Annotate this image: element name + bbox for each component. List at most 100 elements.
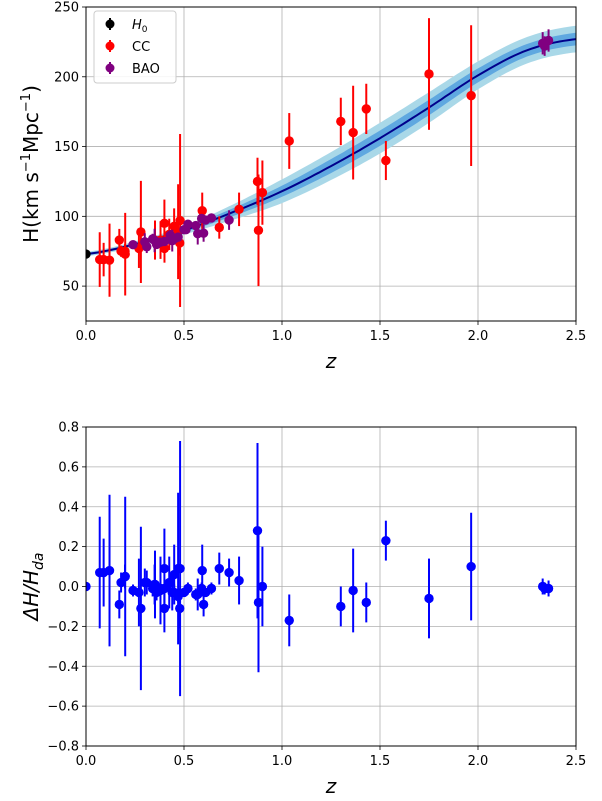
data-point xyxy=(234,192,244,227)
marker xyxy=(206,213,217,223)
legend-label: H0 xyxy=(132,18,148,35)
axes-frame xyxy=(85,426,577,747)
marker xyxy=(206,583,217,594)
legend: H0 CC BAO xyxy=(93,10,177,84)
data-point xyxy=(466,25,476,166)
data-point xyxy=(159,236,170,247)
data-point xyxy=(86,581,91,592)
top-panel: 0.0 0.5 1.0 1.5 2.0 2.5 50 100 150 200 250 z H(km s−… xyxy=(19,1,586,374)
y-tick-label: 50 xyxy=(62,280,79,295)
legend-box xyxy=(93,10,177,84)
marker xyxy=(104,255,115,265)
data-point xyxy=(543,29,554,52)
marker xyxy=(136,227,146,237)
x-tick-label: 1.5 xyxy=(370,754,391,769)
y-axis-label: ΔH/Hda xyxy=(19,553,47,623)
y-tick-label: −0.6 xyxy=(47,700,79,715)
marker xyxy=(173,232,183,242)
data-point xyxy=(206,213,217,223)
y-tick-label: 100 xyxy=(54,210,79,225)
marker xyxy=(159,563,170,574)
data-point xyxy=(424,18,434,130)
data-point xyxy=(234,556,244,605)
y-tick-label: 0.8 xyxy=(58,421,79,436)
x-tick-label: 1.0 xyxy=(272,329,293,344)
data-point xyxy=(381,140,391,181)
y-tick-label: −0.4 xyxy=(47,660,79,675)
x-tick-label: 0.0 xyxy=(76,329,97,344)
data-point xyxy=(336,97,346,146)
y-tick-label: 200 xyxy=(54,70,79,85)
marker xyxy=(257,581,268,592)
y-tick-label: 150 xyxy=(54,140,79,155)
marker xyxy=(224,567,234,578)
marker xyxy=(543,35,554,46)
marker xyxy=(224,215,234,225)
x-tick-label: 2.0 xyxy=(468,329,489,344)
marker xyxy=(361,597,371,608)
marker xyxy=(183,583,193,594)
marker xyxy=(336,601,346,612)
marker xyxy=(253,225,264,235)
data-point xyxy=(224,558,234,587)
marker xyxy=(128,239,138,250)
data-point xyxy=(136,526,146,691)
x-tick-label: 0.5 xyxy=(174,329,195,344)
legend-label: CC xyxy=(132,40,150,55)
marker xyxy=(183,219,193,229)
marker xyxy=(159,236,170,247)
data-point xyxy=(136,180,146,284)
x-tick-label: 1.0 xyxy=(272,754,293,769)
data-point xyxy=(284,113,294,169)
data-point xyxy=(381,520,391,561)
marker xyxy=(336,116,346,127)
marker xyxy=(114,599,125,610)
data-point xyxy=(206,582,217,595)
legend-item: BAO xyxy=(105,62,160,77)
x-tick-label: 0.5 xyxy=(174,754,195,769)
legend-marker xyxy=(105,19,115,29)
marker xyxy=(424,593,434,604)
data-point xyxy=(284,594,294,647)
legend-item: H0 xyxy=(105,18,148,35)
data-point xyxy=(114,590,125,619)
data-point xyxy=(348,85,358,180)
x-tick-label: 2.5 xyxy=(566,754,587,769)
data-point xyxy=(253,532,264,673)
data-point xyxy=(424,558,434,639)
marker xyxy=(348,585,358,596)
data-point xyxy=(183,219,193,229)
marker xyxy=(120,571,130,582)
data-point xyxy=(466,512,476,621)
data-point xyxy=(543,580,554,597)
marker xyxy=(348,127,358,138)
data-point xyxy=(183,582,193,595)
data-point xyxy=(197,544,207,597)
marker xyxy=(198,599,209,610)
data-point xyxy=(336,586,346,627)
marker xyxy=(86,581,91,592)
marker xyxy=(86,249,91,259)
data-point xyxy=(198,224,209,242)
y-axis-label: H(km s−1Mpc−1) xyxy=(19,85,43,243)
legend-marker xyxy=(105,63,115,73)
marker xyxy=(466,90,476,101)
marker xyxy=(104,565,115,576)
legend-label: BAO xyxy=(132,62,160,77)
data-point xyxy=(173,232,183,242)
model-band-2sigma xyxy=(86,25,576,257)
marker xyxy=(142,577,152,588)
data-point xyxy=(361,83,371,134)
marker xyxy=(381,535,391,546)
legend-item: CC xyxy=(105,40,150,55)
y-tick-label: −0.8 xyxy=(47,740,79,755)
marker xyxy=(175,215,185,226)
data-point xyxy=(128,239,138,250)
marker xyxy=(234,575,244,586)
marker xyxy=(252,525,263,536)
marker xyxy=(284,136,294,146)
data-point xyxy=(361,582,371,623)
marker xyxy=(198,228,209,238)
x-axis-label: z xyxy=(325,349,337,373)
